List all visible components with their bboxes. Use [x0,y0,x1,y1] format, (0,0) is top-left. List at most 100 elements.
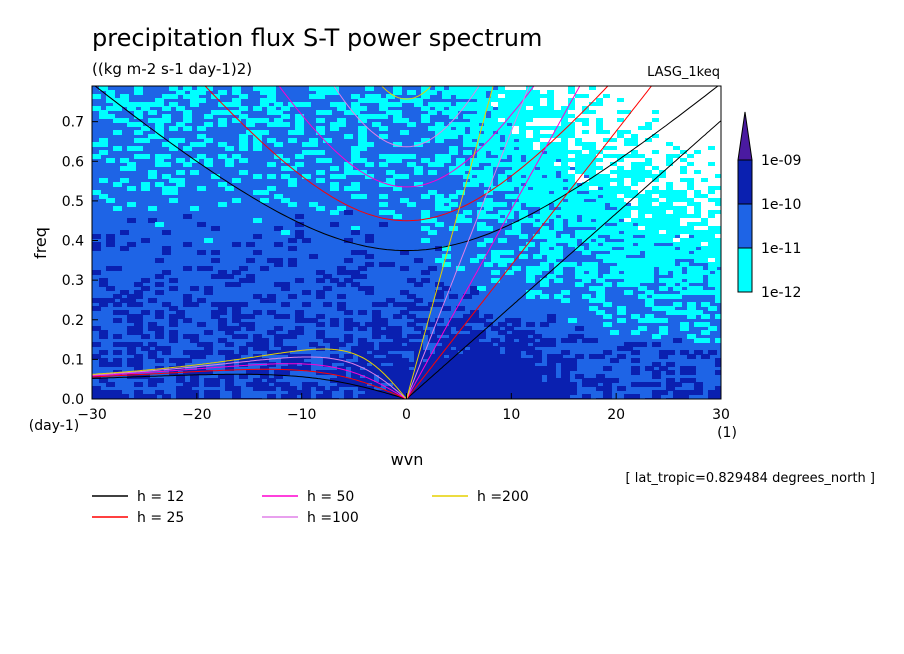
spectrum-cell [596,254,605,259]
spectrum-cell [309,382,318,387]
spectrum-cell [477,202,486,207]
spectrum-cell [512,102,521,107]
spectrum-cell [680,178,689,183]
spectrum-cell [533,370,542,375]
spectrum-cell [687,378,696,383]
spectrum-cell [393,354,402,359]
spectrum-cell [281,386,290,391]
spectrum-cell [554,94,563,99]
spectrum-cell [484,390,493,395]
spectrum-cell [351,146,360,151]
spectrum-cell [407,306,416,311]
spectrum-cell [659,90,668,95]
spectrum-cell [463,354,472,359]
spectrum-cell [127,106,136,111]
spectrum-cell [344,134,353,139]
spectrum-cell [232,90,241,95]
spectrum-cell [337,122,346,127]
spectrum-cell [225,386,234,391]
spectrum-cell [512,142,521,147]
spectrum-cell [652,126,661,131]
spectrum-cell [281,158,290,163]
spectrum-cell [400,174,409,179]
spectrum-cell [645,166,654,171]
spectrum-cell [267,106,276,111]
spectrum-cell [176,122,185,127]
spectrum-cell [568,334,577,339]
spectrum-cell [239,106,248,111]
spectrum-cell [358,354,367,359]
spectrum-cell [645,194,654,199]
spectrum-cell [470,314,479,319]
spectrum-cell [246,382,255,387]
spectrum-cell [505,366,514,371]
spectrum-cell [547,182,556,187]
spectrum-cell [568,86,577,91]
spectrum-cell [155,102,164,107]
spectrum-cell [379,114,388,119]
spectrum-cell [687,238,696,243]
spectrum-cell [659,286,668,291]
spectrum-cell [540,110,549,115]
spectrum-cell [491,118,500,123]
spectrum-cell [561,238,570,243]
spectrum-cell [435,358,444,363]
spectrum-cell [288,394,297,399]
spectrum-cell [687,226,696,231]
spectrum-cell [295,310,304,315]
spectrum-cell [365,394,374,399]
spectrum-cell [575,110,584,115]
dispersion-curve-100 [92,356,407,399]
spectrum-cell [631,166,640,171]
spectrum-cell [435,258,444,263]
spectrum-cell [631,282,640,287]
spectrum-cell [540,226,549,231]
spectrum-cell [519,86,528,91]
spectrum-cell [449,378,458,383]
spectrum-cell [701,126,710,131]
spectrum-cell [148,326,157,331]
spectrum-cell [631,146,640,151]
spectrum-cell [708,170,717,175]
spectrum-cell [582,262,591,267]
spectrum-cell [687,302,696,307]
spectrum-cell [512,94,521,99]
spectrum-cell [120,158,129,163]
spectrum-cell [554,278,563,283]
spectrum-cell [701,222,710,227]
spectrum-cell [141,186,150,191]
spectrum-cell [694,190,703,195]
spectrum-cell [379,322,388,327]
spectrum-cell [624,126,633,131]
spectrum-field [92,86,721,399]
spectrum-cell [645,302,654,307]
spectrum-cell [533,186,542,191]
spectrum-cell [421,378,430,383]
spectrum-cell [666,266,675,271]
spectrum-cell [610,90,619,95]
dispersion-curve-100 [406,86,530,399]
spectrum-cell [491,374,500,379]
spectrum-cell [134,282,143,287]
spectrum-cell [561,158,570,163]
spectrum-cell [631,350,640,355]
spectrum-cell [673,86,682,91]
spectrum-cell [533,234,542,239]
spectrum-cell [519,198,528,203]
spectrum-cell [232,178,241,183]
spectrum-cell [547,174,556,179]
spectrum-cell [456,390,465,395]
spectrum-cell [575,374,584,379]
spectrum-cell [659,354,668,359]
spectrum-cell [533,174,542,179]
spectrum-cell [274,314,283,319]
spectrum-cell [708,266,717,271]
spectrum-cell [603,254,612,259]
spectrum-cell [330,338,339,343]
spectrum-cell [701,210,710,215]
spectrum-cell [645,222,654,227]
spectrum-cell [106,158,115,163]
spectrum-cell [582,250,591,255]
spectrum-cell [400,358,409,363]
spectrum-cell [708,238,717,243]
